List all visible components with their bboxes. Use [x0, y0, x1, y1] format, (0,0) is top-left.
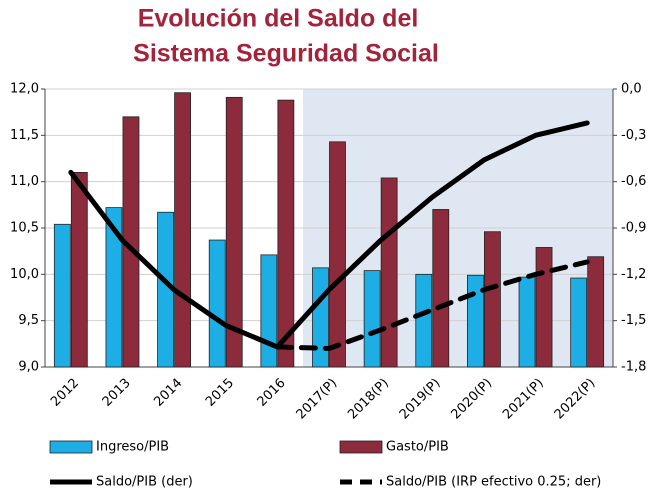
legend-swatch: [49, 440, 93, 454]
bar: [260, 254, 278, 368]
x-tick-label: 2014: [151, 376, 185, 410]
legend-label: Ingreso/PIB: [96, 440, 169, 455]
bar: [570, 277, 588, 368]
x-tick-label: 2020(P): [448, 376, 495, 423]
y2-tick-label: -0,6: [621, 174, 646, 189]
legend-label: Saldo/PIB (der): [96, 475, 193, 490]
bar: [467, 274, 484, 368]
x-tick-label: 2018(P): [345, 376, 392, 423]
bar: [277, 99, 295, 368]
chart-title: Evolución del Saldo del: [138, 5, 419, 33]
bar: [380, 177, 398, 368]
bar: [484, 231, 501, 368]
y2-tick-label: -0,3: [621, 128, 646, 143]
bar: [53, 223, 71, 368]
legend-label: Gasto/PIB: [386, 440, 449, 455]
line: [68, 120, 590, 350]
y2-tick-label: -1,2: [621, 267, 646, 282]
y2-tick-label: -1,5: [621, 313, 646, 328]
y-tick-label: 9,0: [18, 360, 39, 375]
bar: [535, 247, 553, 368]
y-tick-label: 10,5: [10, 221, 39, 236]
y2-tick-label: -0,9: [621, 221, 646, 236]
x-tick-label: 2019(P): [397, 376, 444, 423]
bar: [587, 256, 605, 368]
y2-tick-label: -1,8: [621, 360, 646, 375]
x-tick-label: 2012: [48, 376, 82, 410]
bar: [363, 270, 381, 368]
legend-swatch: [339, 440, 383, 454]
bar: [70, 171, 88, 368]
y-tick-label: 11,5: [10, 128, 39, 143]
x-tick-label: 2017(P): [294, 376, 341, 423]
bar: [105, 207, 123, 368]
bar: [432, 209, 450, 368]
legend-label: Saldo/PIB (IRP efectivo 0.25; der): [386, 475, 601, 490]
bar: [518, 276, 536, 368]
y-tick-label: 9,5: [18, 313, 39, 328]
x-tick-label: 2015: [203, 376, 237, 410]
x-tick-label: 2022(P): [552, 376, 599, 423]
y2-tick-label: 0,0: [621, 82, 642, 97]
y-tick-label: 10,0: [10, 267, 39, 282]
x-tick-label: 2021(P): [500, 376, 547, 423]
bar: [208, 239, 226, 368]
y-tick-label: 12,0: [10, 82, 39, 97]
x-tick-label: 2016: [255, 376, 289, 410]
bar: [415, 273, 433, 368]
bar: [225, 96, 243, 368]
bar: [174, 92, 191, 368]
chart-title: Sistema Seguridad Social: [133, 40, 439, 68]
bar: [329, 141, 346, 368]
bar: [312, 267, 329, 368]
line: [274, 259, 590, 351]
y-tick-label: 11,0: [10, 174, 39, 189]
x-tick-label: 2013: [100, 376, 134, 410]
